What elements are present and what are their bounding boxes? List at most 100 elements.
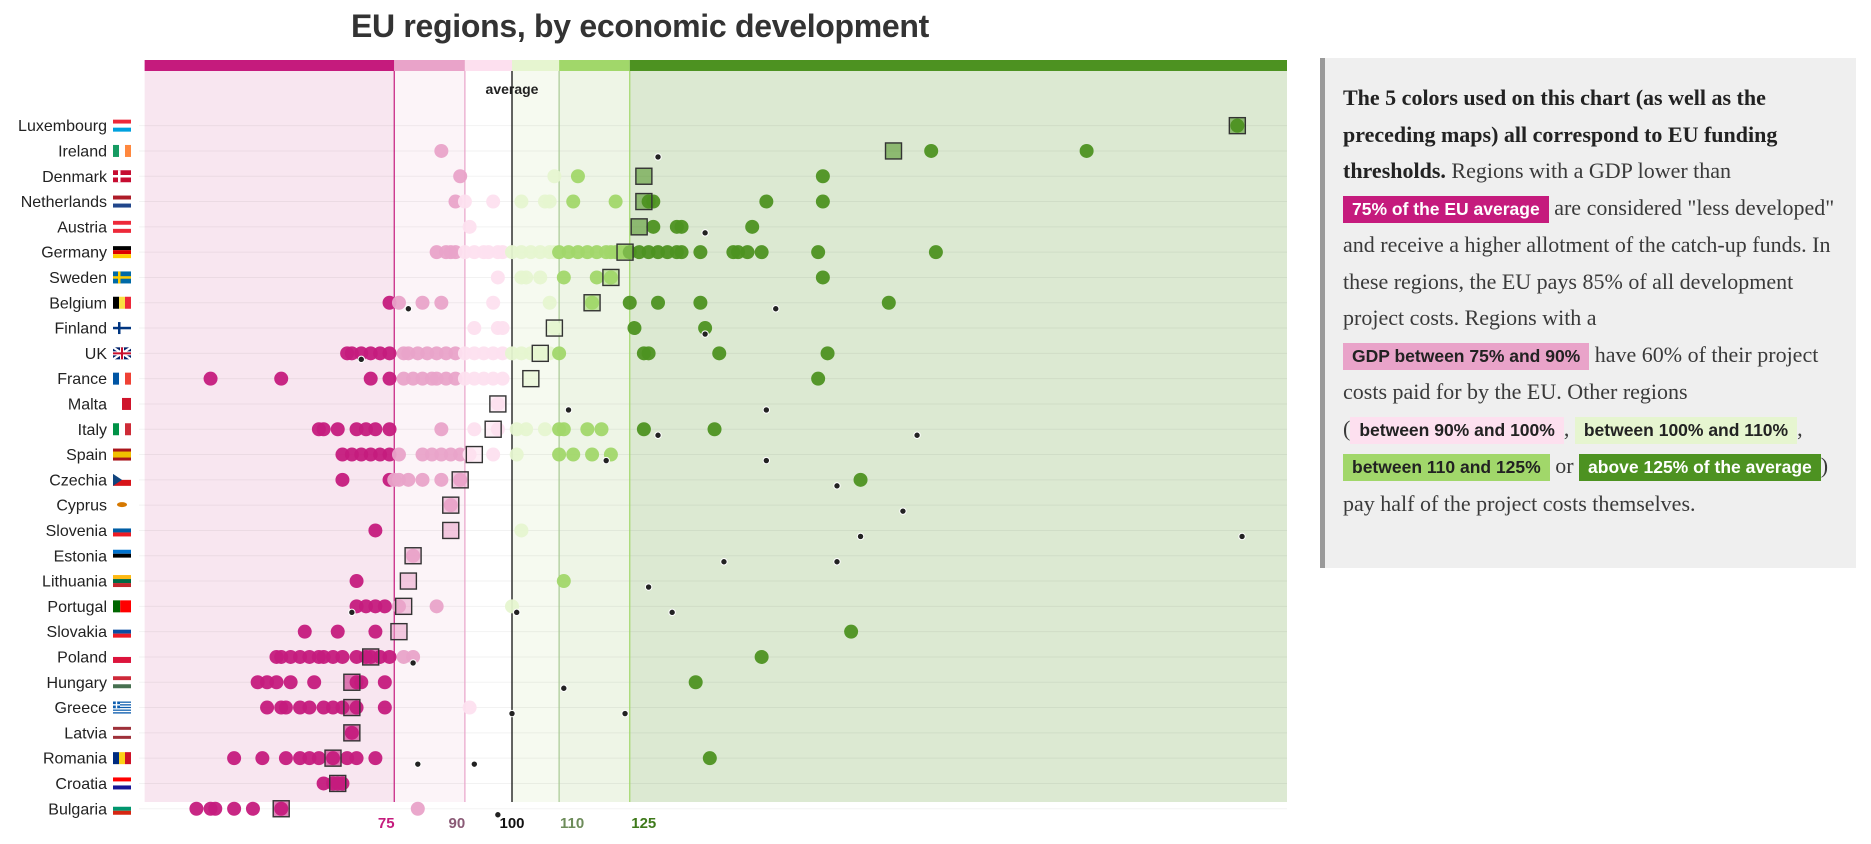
region-dot (641, 346, 656, 361)
panel-text-2: are considered "less developed" and rece… (1343, 194, 1835, 331)
country-label-pl: Poland (57, 649, 107, 666)
region-dot (208, 801, 223, 816)
region-dot (486, 194, 501, 209)
capital-marker (856, 532, 865, 541)
region-dot (297, 624, 312, 639)
country-label-bg: Bulgaria (48, 801, 107, 818)
country-label-ro: Romania (43, 751, 107, 768)
region-dot (382, 649, 397, 664)
x-tick-label: 110 (560, 815, 584, 832)
region-dot (434, 143, 449, 158)
region-dot (335, 649, 350, 664)
region-dot (434, 472, 449, 487)
capital-marker (833, 558, 841, 566)
country-average-marker (394, 597, 413, 616)
region-dot (815, 270, 830, 285)
band-strip-3 (512, 60, 560, 71)
country-average-marker (343, 724, 361, 742)
country-average-marker (489, 395, 507, 413)
panel-sep-1: , (1563, 415, 1575, 441)
region-dot (245, 801, 260, 816)
country-average-marker (583, 294, 601, 312)
capital-marker (762, 406, 771, 414)
capital-marker (772, 305, 780, 313)
region-dot (363, 371, 378, 386)
tag-75-90: GDP between 75% and 90% (1343, 342, 1590, 370)
region-dot (330, 422, 345, 437)
region-dot (410, 801, 425, 816)
flag-lu-icon (113, 119, 131, 132)
flag-sk-icon (113, 625, 131, 638)
country-average-marker (272, 800, 290, 818)
region-dot (486, 447, 501, 462)
country-label-mt: Malta (68, 396, 107, 413)
capital-marker (560, 684, 568, 692)
flag-at-icon (113, 220, 131, 233)
region-dot (335, 472, 350, 487)
country-average-marker (329, 774, 347, 793)
flag-hr-icon (113, 777, 131, 790)
flag-fr-icon (113, 372, 131, 385)
flag-lv-icon (113, 726, 131, 739)
region-dot (462, 219, 477, 234)
region-dot (688, 675, 703, 690)
region-dot (415, 472, 430, 487)
flag-cy-icon (113, 499, 131, 512)
capital-marker (913, 431, 921, 439)
tag-above-125: above 125% of the average (1579, 454, 1821, 481)
capital-marker (513, 608, 521, 617)
capital-marker (701, 229, 709, 237)
region-dot (429, 599, 444, 614)
capital-marker (494, 811, 502, 819)
region-dot (519, 270, 534, 285)
country-average-marker (531, 344, 549, 363)
country-label-fi: Finland (55, 321, 107, 338)
country-label-gr: Greece (55, 700, 108, 717)
panel-text-3: have 60% of their project costs paid for… (1343, 341, 1819, 441)
flag-ro-icon (113, 752, 131, 765)
country-label-gb: UK (85, 346, 108, 363)
region-dot (589, 270, 604, 285)
region-dot (651, 295, 666, 310)
flag-cz-icon (113, 473, 131, 486)
country-average-marker (343, 673, 361, 691)
region-dot (203, 371, 218, 386)
country-label-ie: Ireland (58, 143, 107, 160)
region-dot (519, 422, 534, 437)
country-label-pt: Portugal (47, 599, 107, 616)
region-dot (547, 169, 562, 184)
country-label-ee: Estonia (54, 548, 107, 565)
country-average-marker (884, 142, 903, 160)
country-label-at: Austria (57, 219, 107, 236)
country-label-lt: Lithuania (42, 574, 107, 591)
capital-marker (701, 330, 709, 338)
band-strip-1 (394, 60, 465, 71)
region-dot (537, 422, 552, 437)
region-dot (924, 143, 939, 158)
capital-marker (357, 355, 365, 364)
region-dot (316, 422, 331, 437)
region-dot (570, 169, 585, 184)
capital-markers (348, 153, 1246, 819)
region-dot (712, 346, 727, 361)
region-dot (646, 219, 661, 234)
country-label-hu: Hungary (47, 675, 107, 692)
country-labels: Luxembourg Ireland Denmark Netherlands Austr… (18, 118, 132, 818)
country-average-marker (404, 547, 422, 565)
region-dot (278, 700, 293, 715)
region-dot (627, 321, 642, 336)
region-dot (754, 649, 769, 664)
region-dot (377, 675, 392, 690)
country-average-marker (390, 622, 408, 641)
region-dot (382, 346, 397, 361)
x-tick-label: 75 (378, 815, 395, 832)
region-dot (928, 245, 943, 260)
flag-pl-icon (113, 650, 131, 663)
flag-ie-icon (113, 144, 131, 157)
region-dot (368, 422, 383, 437)
region-dot (552, 447, 567, 462)
region-dot (495, 321, 510, 336)
panel-sep-2: , (1797, 415, 1803, 441)
country-label-it: Italy (78, 422, 107, 439)
capital-marker (668, 608, 676, 617)
